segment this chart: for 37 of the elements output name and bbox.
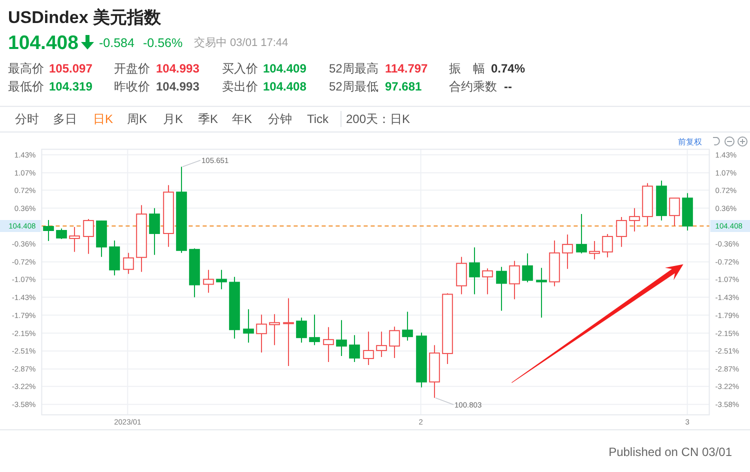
text: 最高价	[8, 62, 44, 76]
text: 52周最低	[329, 80, 378, 94]
text: 振 幅	[449, 62, 485, 76]
text: 105.097	[49, 62, 93, 76]
text: Published on CN 03/01	[608, 445, 732, 459]
text: -0.56%	[143, 36, 183, 50]
text: 104.409	[263, 62, 307, 76]
text: 开盘价	[114, 62, 150, 76]
text: -0.584	[99, 36, 134, 50]
text: 日K	[93, 112, 114, 126]
text: 买入价	[222, 62, 258, 76]
chart-title: USDindex 美元指数	[8, 8, 162, 27]
text: 周K	[127, 112, 148, 126]
text: 年K	[232, 112, 252, 126]
text: 114.797	[385, 62, 428, 76]
text: 104.993	[156, 80, 200, 94]
text: 昨收价	[114, 80, 150, 94]
text: 52周最高	[329, 62, 378, 76]
text: 104.319	[49, 80, 93, 94]
text: 月K	[163, 112, 184, 126]
text: Tick	[307, 112, 330, 126]
text: 200天：日K	[346, 112, 410, 126]
text: 分时	[15, 112, 39, 126]
text: --	[504, 80, 512, 94]
text: 季K	[198, 112, 218, 126]
text: 多日	[53, 112, 77, 126]
text: 分钟	[268, 112, 292, 126]
text: 104.408	[263, 80, 307, 94]
text: 最低价	[8, 80, 44, 94]
text: 104.408	[8, 32, 78, 54]
text: 104.993	[156, 62, 200, 76]
text: 97.681	[385, 80, 422, 94]
text: 前复权	[678, 138, 702, 146]
text: 合约乘数	[449, 80, 497, 94]
text: 交易中 03/01 17:44	[194, 36, 288, 49]
text: 卖出价	[222, 80, 258, 94]
text: 0.74%	[491, 62, 526, 76]
